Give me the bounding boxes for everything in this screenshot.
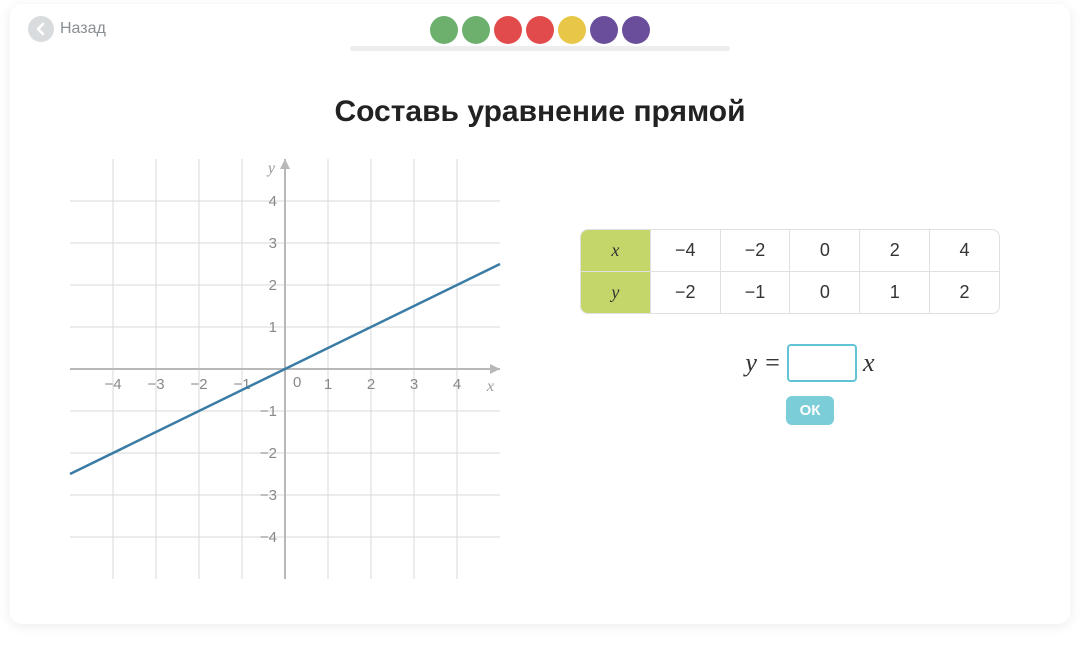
table-cell: 4 [929,230,999,271]
svg-text:−1: −1 [260,403,277,420]
topbar: Назад [10,4,1070,50]
lesson-card: Назад Составь уравнение прямой −4−3−2−10… [10,4,1070,624]
progress-dot[interactable] [590,16,618,44]
progress-dot[interactable] [430,16,458,44]
coefficient-input[interactable] [787,344,857,382]
svg-text:4: 4 [269,193,277,210]
table-cell: 0 [789,272,859,313]
equation-suffix: x [863,348,875,378]
progress-dot[interactable] [526,16,554,44]
ok-button[interactable]: ОК [786,396,835,425]
svg-text:−4: −4 [260,529,277,546]
table-cell: 0 [789,230,859,271]
svg-text:2: 2 [367,376,375,393]
svg-text:x: x [486,378,494,395]
table-cell: 2 [929,272,999,313]
back-label: Назад [60,20,106,38]
table-cell: 1 [859,272,929,313]
equation-line: y = x [580,344,1040,382]
table-row: x−4−2024 [581,230,999,271]
table-cell: 2 [859,230,929,271]
svg-text:−3: −3 [260,487,277,504]
progress-dot[interactable] [462,16,490,44]
chart-container: −4−3−2−101234−4−3−2−11234xy [40,149,520,614]
svg-text:y: y [266,160,276,177]
progress-dot[interactable] [558,16,586,44]
progress-line [350,46,730,51]
table-cell: −1 [720,272,790,313]
svg-text:−2: −2 [260,445,277,462]
value-table: x−4−2024y−2−1012 [580,229,1000,314]
table-cell: −2 [720,230,790,271]
progress-dot[interactable] [622,16,650,44]
svg-text:1: 1 [324,376,332,393]
svg-text:−2: −2 [190,376,207,393]
svg-text:4: 4 [453,376,461,393]
line-chart: −4−3−2−101234−4−3−2−11234xy [40,149,520,609]
svg-text:0: 0 [293,374,301,391]
chevron-left-icon [28,16,54,42]
table-row: y−2−1012 [581,271,999,313]
svg-text:3: 3 [410,376,418,393]
table-row-header: y [581,272,650,313]
table-cell: −2 [650,272,720,313]
answer-panel: x−4−2024y−2−1012 y = x ОК [580,149,1040,425]
svg-text:1: 1 [269,319,277,336]
svg-text:−3: −3 [147,376,164,393]
content-area: −4−3−2−101234−4−3−2−11234xy x−4−2024y−2−… [10,129,1070,614]
page-title: Составь уравнение прямой [10,95,1070,129]
progress-dot[interactable] [494,16,522,44]
svg-text:−4: −4 [104,376,121,393]
table-row-header: x [581,230,650,271]
back-button[interactable]: Назад [28,16,106,42]
equation-prefix: y = [745,348,781,378]
progress-dots [430,16,650,44]
svg-text:2: 2 [269,277,277,294]
svg-text:3: 3 [269,235,277,252]
table-cell: −4 [650,230,720,271]
